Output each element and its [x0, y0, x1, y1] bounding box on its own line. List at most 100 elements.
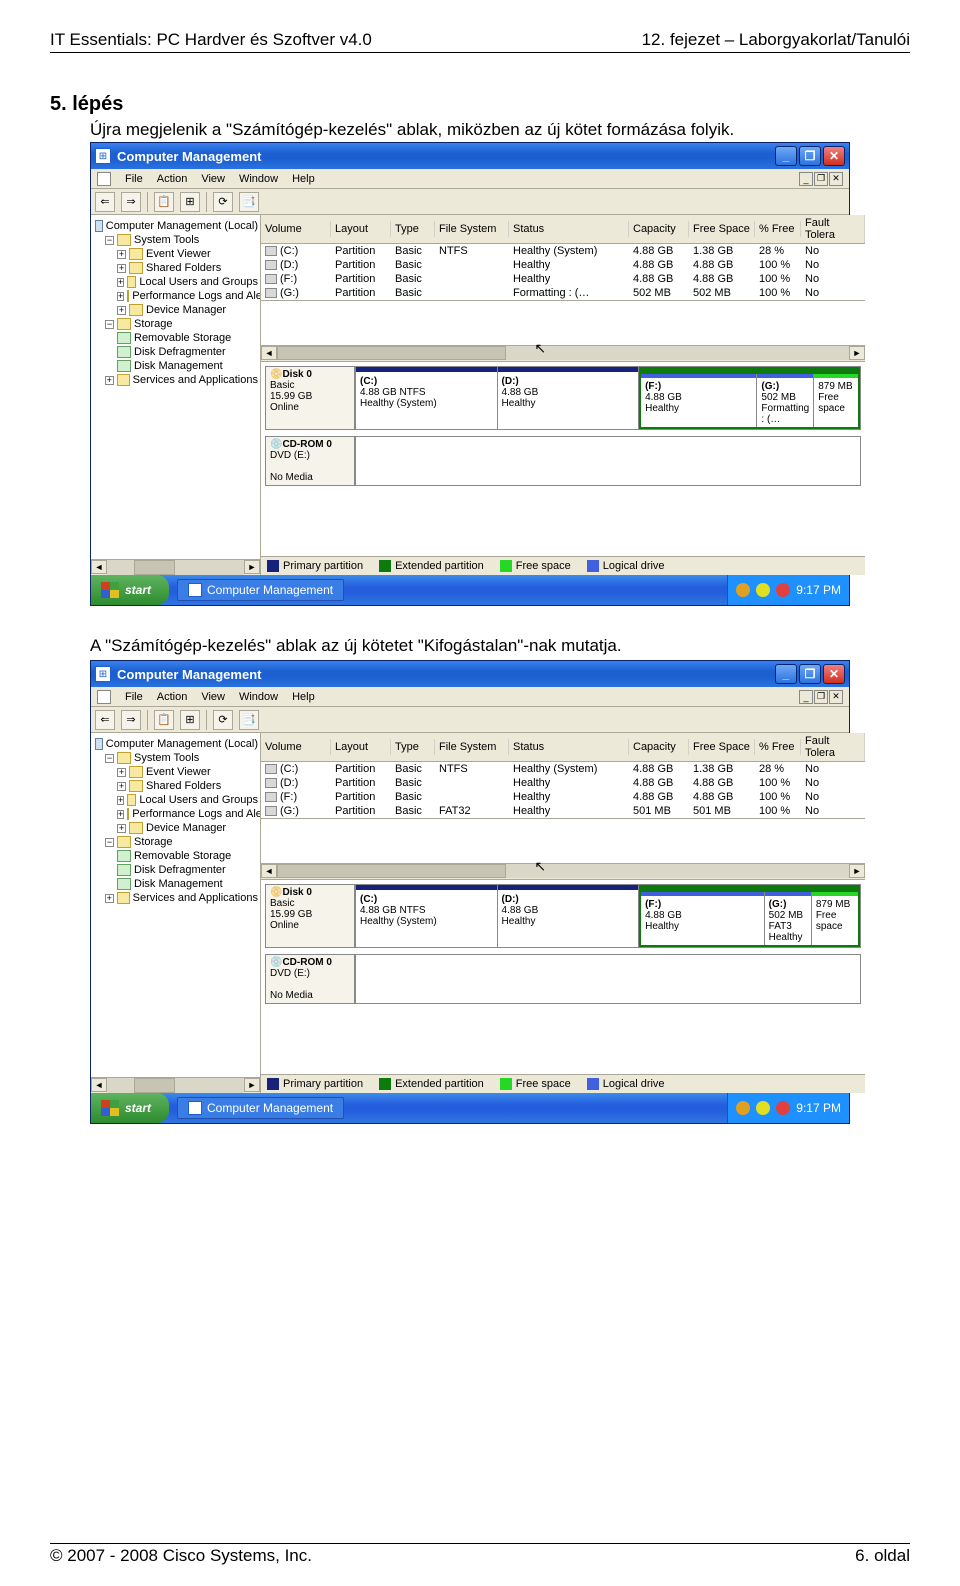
back-button[interactable]: ⇐ — [95, 710, 115, 730]
tree-item[interactable]: +Device Manager — [93, 303, 258, 317]
partition-d[interactable]: (D:)4.88 GBHealthy — [498, 885, 640, 947]
tree-services[interactable]: +Services and Applications — [93, 891, 258, 905]
tree-item[interactable]: +Event Viewer — [93, 765, 258, 779]
volume-row[interactable]: (C:)PartitionBasicNTFS Healthy (System)4… — [261, 762, 865, 776]
titlebar[interactable]: ⊞ Computer Management _ ❐ ✕ — [91, 143, 849, 169]
column-header[interactable]: Fault Tolera — [801, 733, 865, 761]
tree-storage[interactable]: −Storage — [93, 317, 258, 331]
partition-c[interactable]: (C:)4.88 GB NTFSHealthy (System) — [356, 885, 498, 947]
close-button[interactable]: ✕ — [823, 664, 845, 684]
toolbar-button[interactable]: ⊞ — [180, 710, 200, 730]
menu-file[interactable]: File — [125, 691, 143, 703]
scrollbar[interactable]: ◄↖► — [261, 863, 865, 879]
volume-row[interactable]: (G:)PartitionBasicFAT32 Healthy501 MB501… — [261, 804, 865, 818]
tree-system-tools[interactable]: −System Tools — [93, 751, 258, 765]
column-header[interactable]: File System — [435, 739, 509, 755]
close-button[interactable]: ✕ — [823, 146, 845, 166]
menu-view[interactable]: View — [201, 173, 225, 185]
column-header[interactable]: File System — [435, 221, 509, 237]
column-header[interactable]: Free Space — [689, 739, 755, 755]
system-tray[interactable]: 9:17 PM — [727, 1093, 849, 1123]
forward-button[interactable]: ⇒ — [121, 192, 141, 212]
system-tray[interactable]: 9:17 PM — [727, 575, 849, 605]
minimize-button[interactable]: _ — [775, 146, 797, 166]
menu-window[interactable]: Window — [239, 691, 278, 703]
tree-item[interactable]: Disk Defragmenter — [93, 345, 258, 359]
column-header[interactable]: Free Space — [689, 221, 755, 237]
taskbar-app[interactable]: Computer Management — [177, 1097, 344, 1119]
column-header[interactable]: Capacity — [629, 739, 689, 755]
cdrom-row[interactable]: 💿CD-ROM 0DVD (E:)No Media — [265, 436, 861, 486]
maximize-button[interactable]: ❐ — [799, 146, 821, 166]
volume-row[interactable]: (D:)PartitionBasic Healthy4.88 GB4.88 GB… — [261, 258, 865, 272]
free-space[interactable]: 879 MBFree space — [812, 892, 858, 945]
tree-view[interactable]: Computer Management (Local) −System Tool… — [91, 215, 260, 559]
column-header[interactable]: Type — [391, 221, 435, 237]
tray-icon[interactable] — [776, 1101, 790, 1115]
tree-root[interactable]: Computer Management (Local) — [93, 737, 258, 751]
volume-row[interactable]: (C:)PartitionBasicNTFS Healthy (System)4… — [261, 244, 865, 258]
start-button[interactable]: start — [91, 575, 169, 605]
partition-f[interactable]: (F:)4.88 GBHealthy — [641, 892, 765, 945]
back-button[interactable]: ⇐ — [95, 192, 115, 212]
tray-icon[interactable] — [756, 1101, 770, 1115]
tree-item[interactable]: +Performance Logs and Alerts — [93, 807, 258, 821]
tray-icon[interactable] — [776, 583, 790, 597]
toolbar-button[interactable]: 📋 — [154, 710, 174, 730]
tree-system-tools[interactable]: −System Tools — [93, 233, 258, 247]
tree-item[interactable]: Removable Storage — [93, 849, 258, 863]
menu-action[interactable]: Action — [157, 173, 188, 185]
refresh-button[interactable]: ⟳ — [213, 192, 233, 212]
tree-item[interactable]: +Device Manager — [93, 821, 258, 835]
tree-item[interactable]: +Local Users and Groups — [93, 275, 258, 289]
menu-file[interactable]: File — [125, 173, 143, 185]
refresh-button[interactable]: ⟳ — [213, 710, 233, 730]
volume-row[interactable]: (F:)PartitionBasic Healthy4.88 GB4.88 GB… — [261, 790, 865, 804]
cdrom-row[interactable]: 💿CD-ROM 0DVD (E:)No Media — [265, 954, 861, 1004]
tree-item[interactable]: +Performance Logs and Alerts — [93, 289, 258, 303]
column-header[interactable]: Volume — [261, 739, 331, 755]
tray-icon[interactable] — [756, 583, 770, 597]
menu-help[interactable]: Help — [292, 173, 315, 185]
partition-g[interactable]: (G:)502 MBFormatting : (… — [757, 374, 814, 427]
maximize-button[interactable]: ❐ — [799, 664, 821, 684]
menu-help[interactable]: Help — [292, 691, 315, 703]
toolbar-button[interactable]: 📑 — [239, 710, 259, 730]
tree-item[interactable]: Disk Management — [93, 359, 258, 373]
menu-window[interactable]: Window — [239, 173, 278, 185]
volume-row[interactable]: (G:)PartitionBasic Formatting : (…502 MB… — [261, 286, 865, 300]
tray-icon[interactable] — [736, 1101, 750, 1115]
column-header[interactable]: Type — [391, 739, 435, 755]
free-space[interactable]: 879 MBFree space — [814, 374, 858, 427]
toolbar-button[interactable]: 📑 — [239, 192, 259, 212]
tray-icon[interactable] — [736, 583, 750, 597]
tree-services[interactable]: +Services and Applications — [93, 373, 258, 387]
extended-partition[interactable]: (F:)4.88 GBHealthy (G:)502 MBFormatting … — [639, 367, 860, 429]
tree-item[interactable]: +Event Viewer — [93, 247, 258, 261]
tree-root[interactable]: Computer Management (Local) — [93, 219, 258, 233]
column-header[interactable]: Volume — [261, 221, 331, 237]
menu-view[interactable]: View — [201, 691, 225, 703]
column-header[interactable]: Layout — [331, 739, 391, 755]
tree-item[interactable]: Disk Defragmenter — [93, 863, 258, 877]
scrollbar[interactable]: ◄↖► — [261, 345, 865, 361]
tree-view[interactable]: Computer Management (Local) −System Tool… — [91, 733, 260, 1077]
tree-scrollbar[interactable]: ◄► — [91, 559, 260, 575]
tree-item[interactable]: +Shared Folders — [93, 779, 258, 793]
titlebar[interactable]: ⊞ Computer Management _ ❐ ✕ — [91, 661, 849, 687]
tree-storage[interactable]: −Storage — [93, 835, 258, 849]
forward-button[interactable]: ⇒ — [121, 710, 141, 730]
tree-scrollbar[interactable]: ◄► — [91, 1077, 260, 1093]
partition-f[interactable]: (F:)4.88 GBHealthy — [641, 374, 757, 427]
menu-action[interactable]: Action — [157, 691, 188, 703]
partition-g[interactable]: (G:)502 MB FAT3Healthy — [765, 892, 812, 945]
volume-row[interactable]: (D:)PartitionBasic Healthy4.88 GB4.88 GB… — [261, 776, 865, 790]
volume-row[interactable]: (F:)PartitionBasic Healthy4.88 GB4.88 GB… — [261, 272, 865, 286]
column-header[interactable]: Layout — [331, 221, 391, 237]
tree-item[interactable]: +Shared Folders — [93, 261, 258, 275]
column-header[interactable]: Capacity — [629, 221, 689, 237]
column-header[interactable]: Fault Tolera — [801, 215, 865, 243]
mdi-buttons[interactable]: _❐✕ — [799, 172, 843, 186]
disk-0-row[interactable]: 📀Disk 0Basic15.99 GBOnline (C:)4.88 GB N… — [265, 884, 861, 948]
disk-0-row[interactable]: 📀Disk 0Basic15.99 GBOnline (C:)4.88 GB N… — [265, 366, 861, 430]
